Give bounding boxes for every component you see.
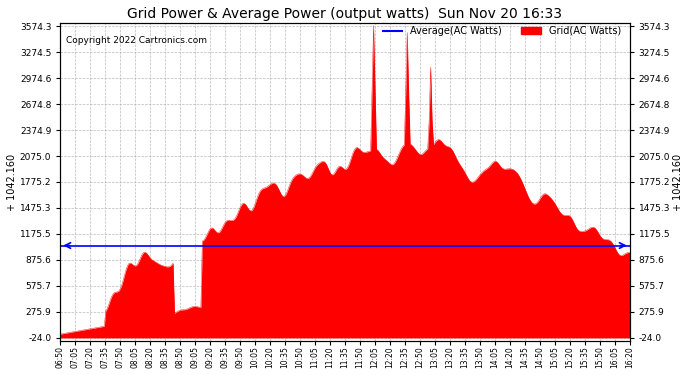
Legend: Average(AC Watts), Grid(AC Watts): Average(AC Watts), Grid(AC Watts) [379,22,624,40]
Y-axis label: + 1042.160: + 1042.160 [7,153,17,211]
Text: Copyright 2022 Cartronics.com: Copyright 2022 Cartronics.com [66,36,207,45]
Y-axis label: + 1042.160: + 1042.160 [673,153,683,211]
Title: Grid Power & Average Power (output watts)  Sun Nov 20 16:33: Grid Power & Average Power (output watts… [128,7,562,21]
